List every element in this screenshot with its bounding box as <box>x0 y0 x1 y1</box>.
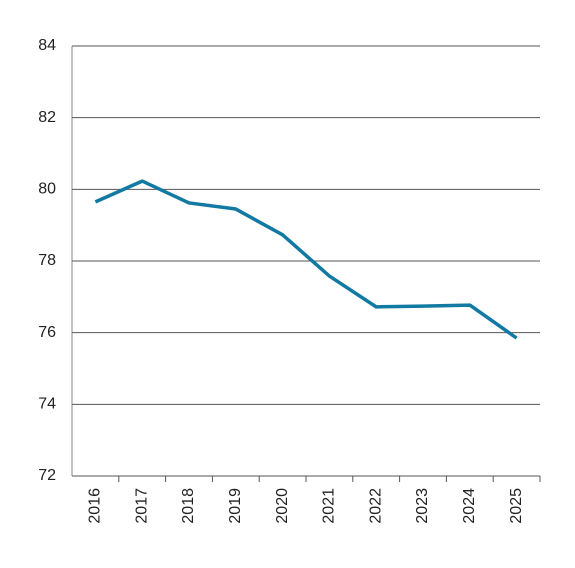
x-tick-label: 2023 <box>414 488 431 524</box>
x-tick-label: 2024 <box>461 488 478 524</box>
x-tick-label: 2022 <box>367 488 384 524</box>
x-tick-label: 2016 <box>87 488 104 524</box>
y-tick-label: 82 <box>38 109 56 126</box>
x-tick-label: 2017 <box>133 488 150 524</box>
x-tick-label: 2019 <box>227 488 244 524</box>
y-tick-label: 80 <box>38 181 56 198</box>
y-tick-label: 74 <box>38 396 56 413</box>
y-tick-label: 84 <box>38 37 56 54</box>
data-line <box>94 179 518 340</box>
x-tick-label: 2021 <box>321 488 338 524</box>
x-tick-label: 2020 <box>274 488 291 524</box>
x-tick-label: 2025 <box>508 488 525 524</box>
x-tick-label: 2018 <box>180 488 197 524</box>
y-tick-label: 78 <box>38 252 56 269</box>
y-tick-label: 76 <box>38 324 56 341</box>
y-tick-label: 72 <box>38 467 56 484</box>
